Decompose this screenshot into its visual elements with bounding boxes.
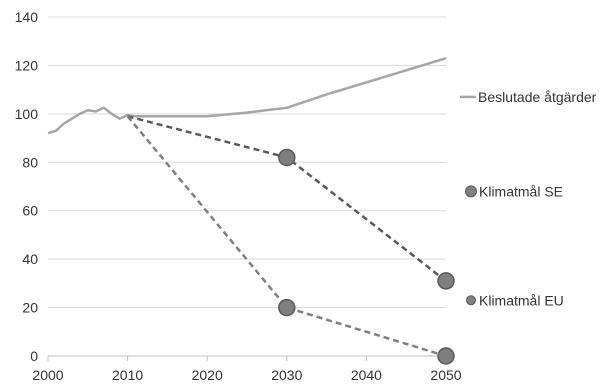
y-tick-label: 80 [22,154,38,170]
y-tick-label: 20 [22,300,38,316]
series-line-klimatmal-eu [126,115,447,358]
y-tick-label: 40 [22,251,38,267]
y-tick-label: 120 [15,57,39,73]
plot-area [47,56,455,365]
x-tick-label: 2030 [271,367,302,383]
data-point-klimatmal-eu [437,347,455,365]
y-tick-label: 100 [15,106,39,122]
x-tick-label: 2000 [32,367,63,383]
y-tick-label: 0 [30,348,38,364]
series-line-klimatmal-se [127,115,447,282]
axes [47,355,447,361]
data-point-klimatmal-eu [278,298,296,317]
legend-label-klimatmal-se: Klimatmål SE [479,183,563,199]
grid-lines [48,16,446,309]
x-tick-label: 2050 [430,367,461,383]
legend-label-beslutade-atgarder: Beslutade åtgärder [478,89,597,105]
legend-swatch-klimatmal-se [465,185,477,198]
x-tick-label: 2040 [351,367,382,383]
y-tick-label: 140 [15,9,39,25]
legend-swatch-klimatmal-eu [466,295,476,306]
y-tick-label: 60 [22,203,38,219]
legend: Beslutade åtgärder Klimatmål SE Klimatmål … [460,89,597,308]
data-point-klimatmal-se [437,272,455,290]
data-point-klimatmal-se [278,148,296,167]
x-tick-label: 2010 [112,367,143,383]
series-line-beslutade-atgarder [47,56,447,135]
legend-label-klimatmal-eu: Klimatmål EU [479,292,564,308]
x-tick-label: 2020 [192,367,223,383]
